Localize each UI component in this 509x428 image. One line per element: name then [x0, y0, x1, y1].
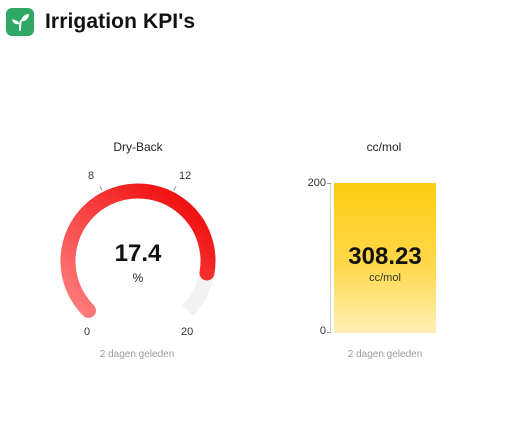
- ccmol-title: cc/mol: [366, 140, 402, 154]
- ccmol-axis-tick-top: [327, 183, 331, 184]
- gauge-tick-label-12: 12: [179, 170, 192, 182]
- gauge-min-label: 0: [84, 326, 91, 338]
- gauge-tick-label-8: 8: [88, 170, 95, 182]
- dryback-gauge-svg: [60, 183, 216, 318]
- dryback-value: 17.4: [114, 240, 162, 267]
- ccmol-axis-max-label: 200: [307, 177, 326, 189]
- ccmol-value: 308.23: [348, 243, 422, 270]
- ccmol-unit: cc/mol: [369, 272, 401, 284]
- ccmol-bar: [334, 183, 436, 333]
- ccmol-axis: [330, 183, 331, 333]
- ccmol-updated: 2 dagen geleden: [347, 349, 423, 360]
- dryback-unit: %: [132, 271, 144, 285]
- gauge-max-label: 20: [181, 326, 194, 338]
- gauge-tick-8: [99, 185, 103, 191]
- page-header: Irrigation KPI's: [6, 8, 195, 36]
- dryback-updated: 2 dagen geleden: [99, 349, 175, 360]
- gauge-tick-12: [173, 185, 177, 191]
- ccmol-axis-min-label: 0: [319, 325, 326, 337]
- ccmol-axis-tick-bottom: [327, 332, 331, 333]
- seedling-icon: [6, 8, 34, 36]
- page-title: Irrigation KPI's: [45, 10, 196, 33]
- gauge-fill: [60, 183, 216, 318]
- dryback-title: Dry-Back: [113, 140, 163, 154]
- dryback-gauge: 17.4 %: [50, 158, 226, 342]
